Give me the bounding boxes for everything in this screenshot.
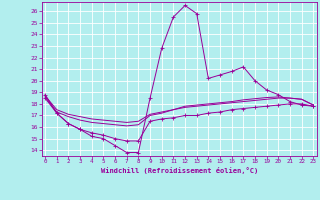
- X-axis label: Windchill (Refroidissement éolien,°C): Windchill (Refroidissement éolien,°C): [100, 167, 258, 174]
